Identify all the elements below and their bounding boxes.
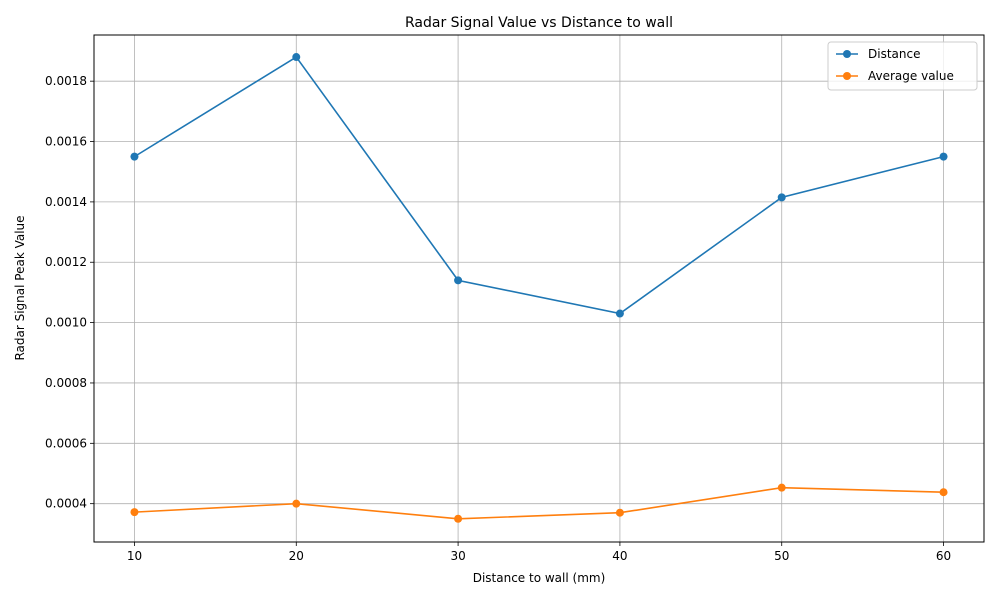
series-line-0 xyxy=(134,55,944,315)
data-point xyxy=(615,309,624,318)
y-tick-label: 0.0006 xyxy=(45,436,87,450)
y-tick-label: 0.0004 xyxy=(45,497,87,511)
x-axis-ticks: 10 20 30 40 50 60 xyxy=(127,542,951,563)
data-point xyxy=(939,152,948,161)
y-tick-label: 0.0010 xyxy=(45,316,87,330)
y-tick-label: 0.0014 xyxy=(45,195,87,209)
legend-swatch-marker xyxy=(843,50,851,58)
data-point xyxy=(777,193,786,202)
x-tick-label: 20 xyxy=(289,549,304,563)
legend-label: Average value xyxy=(868,69,954,83)
x-tick-label: 10 xyxy=(127,549,142,563)
x-tick-label: 50 xyxy=(774,549,789,563)
y-tick-label: 0.0008 xyxy=(45,376,87,390)
y-axis-ticks: 0.0004 0.0006 0.0008 0.0010 0.0012 0.0014 0.00… xyxy=(45,74,94,511)
legend-swatch-marker xyxy=(843,72,851,80)
data-point xyxy=(939,488,948,497)
grid xyxy=(94,35,984,542)
data-point xyxy=(292,499,301,508)
x-axis-label: Distance to wall (mm) xyxy=(473,571,606,585)
data-point xyxy=(130,152,139,161)
plot-frame xyxy=(93,34,985,543)
legend-box xyxy=(827,41,978,91)
y-axis-label: Radar Signal Peak Value xyxy=(13,215,27,360)
data-point xyxy=(454,514,463,523)
chart-title: Radar Signal Value vs Distance to wall xyxy=(405,15,673,31)
x-tick-label: 30 xyxy=(450,549,465,563)
y-tick-label: 0.0018 xyxy=(45,74,87,88)
legend: Distance Average value xyxy=(827,41,978,91)
x-tick-label: 40 xyxy=(612,549,627,563)
data-point xyxy=(130,508,139,517)
y-tick-label: 0.0016 xyxy=(45,135,87,149)
data-point xyxy=(777,483,786,492)
x-tick-label: 60 xyxy=(936,549,951,563)
series-layer xyxy=(130,53,948,523)
series-line-1 xyxy=(134,486,944,520)
data-point xyxy=(292,53,301,62)
data-point xyxy=(454,276,463,285)
y-tick-label: 0.0012 xyxy=(45,255,87,269)
data-point xyxy=(615,508,624,517)
legend-label: Distance xyxy=(868,47,920,61)
